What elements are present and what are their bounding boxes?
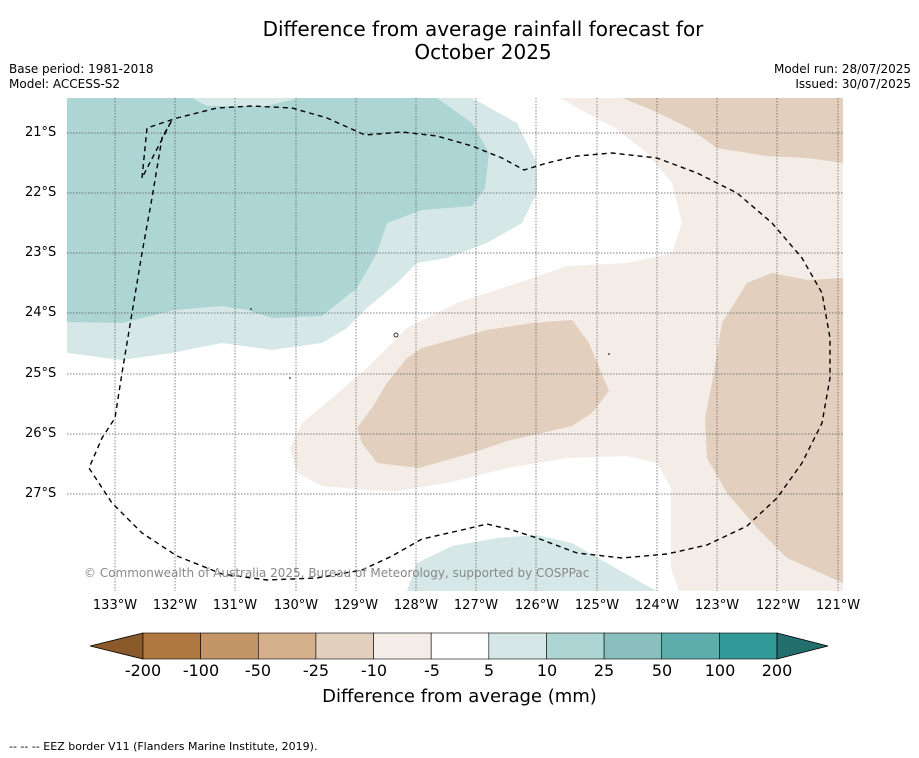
lat-label: 27°S xyxy=(25,486,57,501)
dry-region-medium-northeast xyxy=(622,98,843,163)
lat-label: 23°S xyxy=(25,245,57,260)
colorbar-segment xyxy=(488,632,547,660)
colorbar-tick: -10 xyxy=(360,661,388,680)
colorbar-overflow-arrow xyxy=(776,632,829,660)
lon-label: 131°W xyxy=(212,598,258,613)
island-marker xyxy=(393,332,399,338)
colorbar-segment xyxy=(603,632,663,660)
lon-label: 132°W xyxy=(152,598,198,613)
colorbar-segment xyxy=(661,632,720,660)
map-title: Difference from average rainfall forecas… xyxy=(0,18,919,64)
colorbar-segment xyxy=(142,632,201,660)
model-name: Model: ACCESS-S2 xyxy=(9,77,121,91)
colorbar-segment xyxy=(719,632,778,660)
colorbar-segment xyxy=(546,632,605,660)
colorbar-label: Difference from average (mm) xyxy=(322,686,597,707)
colorbar-tick: -25 xyxy=(302,661,330,680)
colorbar-tick: 50 xyxy=(651,661,673,680)
eez-legend-footer: -- -- -- EEZ border V11 (Flanders Marine… xyxy=(9,740,318,753)
colorbar-tick: -200 xyxy=(124,661,162,680)
wet-region-medium-northwest xyxy=(67,98,489,323)
colorbar-segments xyxy=(142,632,778,660)
colorbar-tick: 10 xyxy=(536,661,558,680)
colorbar-tick: 200 xyxy=(761,661,793,680)
colorbar-segment xyxy=(373,632,432,660)
lat-label: 22°S xyxy=(25,185,57,200)
meta-left: Base period: 1981-2018 Model: ACCESS-S2 xyxy=(9,62,154,92)
lon-label: 124°W xyxy=(634,598,680,613)
lon-label: 133°W xyxy=(92,598,138,613)
title-line-2: October 2025 xyxy=(414,40,552,64)
base-period: Base period: 1981-2018 xyxy=(9,62,154,76)
colorbar-underflow-arrow xyxy=(90,632,144,660)
dry-region-medium-center xyxy=(357,320,609,468)
dry-region-medium-east xyxy=(705,273,843,583)
title-line-1: Difference from average rainfall forecas… xyxy=(262,17,704,41)
colorbar-segment xyxy=(200,632,259,660)
colorbar-tick: -50 xyxy=(244,661,272,680)
colorbar xyxy=(90,632,829,660)
lat-label: 24°S xyxy=(25,305,57,320)
colorbar-segment xyxy=(315,632,374,660)
lon-label: 128°W xyxy=(393,598,439,613)
model-run: Model run: 28/07/2025 xyxy=(773,62,911,76)
lon-label: 130°W xyxy=(273,598,319,613)
eez-border xyxy=(88,105,831,581)
colorbar-tick: 5 xyxy=(483,661,495,680)
wet-region-light-south xyxy=(407,535,657,591)
issued-date: Issued: 30/07/2025 xyxy=(795,77,911,91)
lon-label: 121°W xyxy=(815,598,861,613)
meta-right: Model run: 28/07/2025 Issued: 30/07/2025 xyxy=(774,62,911,92)
copyright-notice: © Commonwealth of Australia 2025, Bureau… xyxy=(84,566,590,580)
lon-label: 126°W xyxy=(514,598,560,613)
forecast-map xyxy=(67,98,843,591)
lon-label: 129°W xyxy=(333,598,379,613)
lat-label: 21°S xyxy=(25,125,57,140)
colorbar-tick: 25 xyxy=(593,661,615,680)
map-canvas xyxy=(67,98,843,591)
colorbar-segment xyxy=(430,632,490,660)
lon-label: 127°W xyxy=(453,598,499,613)
colorbar-tick: 100 xyxy=(704,661,736,680)
lon-label: 123°W xyxy=(694,598,740,613)
lat-label: 26°S xyxy=(25,426,57,441)
colorbar-segment xyxy=(257,632,317,660)
colorbar-tick: -5 xyxy=(424,661,440,680)
map-gridlines xyxy=(67,98,843,591)
lat-label: 25°S xyxy=(25,366,57,381)
lon-label: 125°W xyxy=(574,598,620,613)
lon-label: 122°W xyxy=(755,598,801,613)
colorbar-tick: -100 xyxy=(182,661,220,680)
